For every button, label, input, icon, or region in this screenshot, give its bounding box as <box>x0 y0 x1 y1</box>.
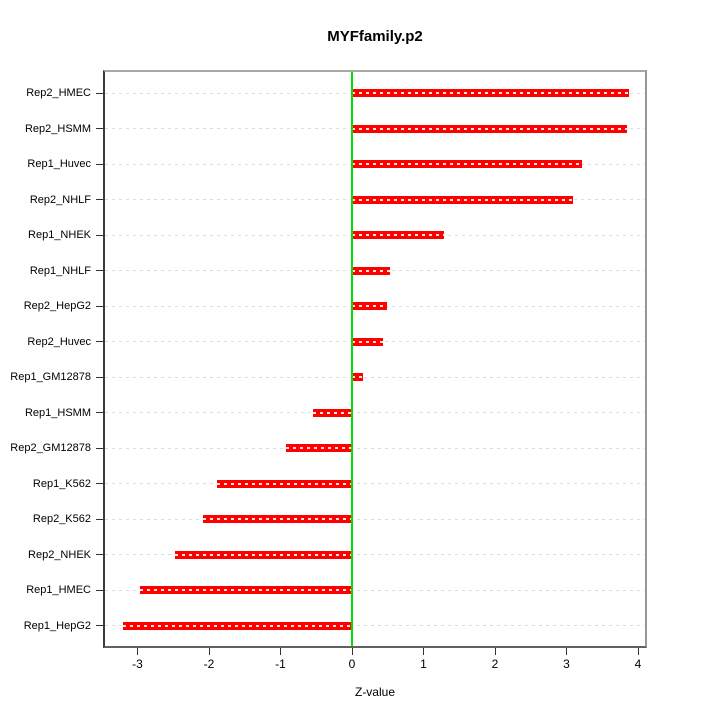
bar-dash-pattern <box>352 269 390 272</box>
x-axis-tick-label: -1 <box>275 657 286 671</box>
bar-dash-pattern <box>352 127 627 130</box>
bar-dash-pattern <box>352 234 444 237</box>
y-axis-tick <box>96 447 103 449</box>
y-axis-label: Rep1_HepG2 <box>23 619 91 632</box>
bar <box>352 124 627 133</box>
y-axis-label: Rep2_HMEC <box>26 87 91 100</box>
x-axis-tick <box>208 648 210 655</box>
y-axis-tick <box>96 199 103 201</box>
y-axis-label: Rep1_Huvec <box>27 158 91 171</box>
x-axis-tick <box>280 648 281 655</box>
y-axis-tick <box>96 518 103 520</box>
y-axis-label: Rep1_K562 <box>32 477 91 490</box>
y-axis-label: Rep1_HMEC <box>26 584 91 597</box>
bar-dash-pattern <box>216 482 352 485</box>
row-gridline <box>105 483 645 485</box>
bar-dash-pattern <box>352 305 388 308</box>
y-axis-label: Rep2_NHEK <box>28 548 91 561</box>
bar <box>352 231 444 240</box>
bar <box>352 89 629 98</box>
bar-dash-pattern <box>352 376 364 379</box>
bar-dash-pattern <box>352 92 629 95</box>
x-axis-tick <box>494 648 496 655</box>
bar <box>352 302 388 311</box>
y-axis-tick <box>96 163 103 165</box>
row-gridline <box>105 554 645 556</box>
bar <box>216 479 352 488</box>
y-axis-tick <box>96 270 103 272</box>
y-axis-label: Rep2_K562 <box>32 513 91 526</box>
row-gridline <box>105 447 645 449</box>
bar <box>352 160 582 169</box>
y-axis-label: Rep1_NHLF <box>29 264 91 277</box>
chart-title: MYFfamily.p2 <box>327 28 423 45</box>
x-axis-tick-label: -2 <box>203 657 215 671</box>
y-axis-tick <box>96 128 103 130</box>
row-gridline <box>105 376 645 378</box>
bar-dash-pattern <box>202 518 352 521</box>
zero-line <box>351 70 353 648</box>
bar-dash-pattern <box>352 340 384 343</box>
row-gridline <box>105 589 645 591</box>
bar <box>286 444 352 453</box>
bar <box>352 373 364 382</box>
x-axis-tick <box>137 648 138 655</box>
bar-dash-pattern <box>175 553 352 556</box>
x-axis-tick-label: -3 <box>132 657 143 671</box>
y-axis-tick <box>96 305 103 307</box>
y-axis-tick <box>96 412 103 414</box>
bar <box>352 195 573 204</box>
bar <box>202 515 352 524</box>
x-axis-tick-label: 2 <box>491 657 499 671</box>
y-axis-tick <box>96 589 103 591</box>
y-axis-tick <box>96 92 103 94</box>
y-axis-label: Rep1_GM12878 <box>10 371 91 384</box>
bar-dash-pattern <box>286 447 352 450</box>
x-axis-tick-label: 1 <box>420 657 427 671</box>
bar <box>352 337 384 346</box>
y-axis-label: Rep2_GM12878 <box>10 442 91 455</box>
row-gridline <box>105 412 645 414</box>
y-axis-tick <box>96 625 103 627</box>
x-axis-tick <box>566 648 567 655</box>
y-axis-tick <box>96 376 103 378</box>
bar-dash-pattern <box>352 198 573 201</box>
y-axis-label: Rep2_NHLF <box>29 193 91 206</box>
y-axis-tick <box>96 554 103 556</box>
y-axis-label: Rep1_NHEK <box>28 229 91 242</box>
x-axis-tick-label: 0 <box>348 657 356 671</box>
x-axis-tick <box>637 648 639 655</box>
bar <box>123 621 352 630</box>
row-gridline <box>105 518 645 520</box>
bar-dash-pattern <box>140 589 352 592</box>
bar <box>140 586 352 595</box>
bar-dash-pattern <box>352 163 582 166</box>
y-axis-label: Rep2_HepG2 <box>23 300 91 313</box>
y-axis-label: Rep2_HSMM <box>24 122 91 135</box>
x-axis-tick <box>351 648 353 655</box>
y-axis-label: Rep2_Huvec <box>27 335 91 348</box>
x-axis-tick <box>423 648 424 655</box>
plot-area <box>103 70 647 648</box>
bar <box>175 550 352 559</box>
y-axis-tick <box>96 234 103 236</box>
y-axis-tick <box>96 341 103 343</box>
x-axis-title: Z-value <box>354 685 395 699</box>
bar-dash-pattern <box>123 624 352 627</box>
x-axis-tick-label: 3 <box>563 657 570 671</box>
bar-dash-pattern <box>312 411 352 414</box>
bar <box>352 266 390 275</box>
bar <box>312 408 352 417</box>
x-axis-tick-label: 4 <box>634 657 642 671</box>
row-gridline <box>105 625 645 627</box>
y-axis-tick <box>96 483 103 485</box>
y-axis-label: Rep1_HSMM <box>24 406 91 419</box>
